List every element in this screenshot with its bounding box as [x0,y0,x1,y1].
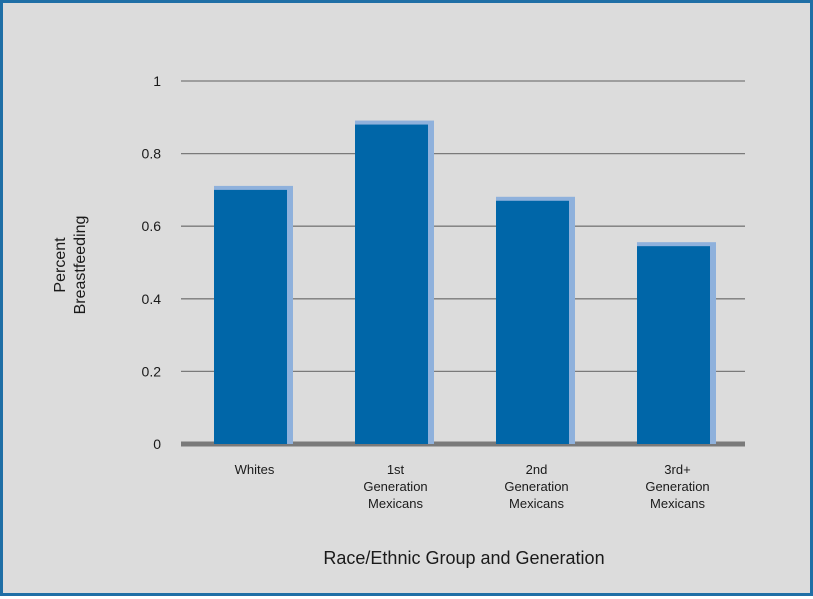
x-category-label: 3rd+ Generation Mexicans [645,462,709,511]
y-tick-labels: 0 0.2 0.4 0.6 0.8 1 [142,73,162,452]
x-category-label: 2nd Generation Mexicans [504,462,568,511]
bar [355,124,428,444]
bar [637,246,710,444]
y-tick-label: 0 [153,436,161,452]
y-tick-label: 0.8 [142,146,162,162]
axis-titles: Percent Breastfeeding Race/Ethnic Group a… [52,216,605,568]
x-category-label: Whites [235,462,275,477]
y-axis-title: Percent Breastfeeding [52,216,89,315]
bars [214,120,716,444]
bar [496,200,569,444]
x-category-labels: Whites 1st Generation Mexicans 2nd Generation… [235,462,710,511]
bar [214,189,287,444]
y-tick-label: 0.4 [142,291,162,307]
x-category-label: 1st Generation Mexicans [363,462,427,511]
y-tick-label: 0.2 [142,363,162,379]
x-axis-title: Race/Ethnic Group and Generation [323,548,604,568]
y-tick-label: 1 [153,73,161,89]
bar-chart: 0 0.2 0.4 0.6 0.8 1 Whites 1st Generation Mexica… [52,73,745,568]
y-tick-label: 0.6 [142,218,162,234]
